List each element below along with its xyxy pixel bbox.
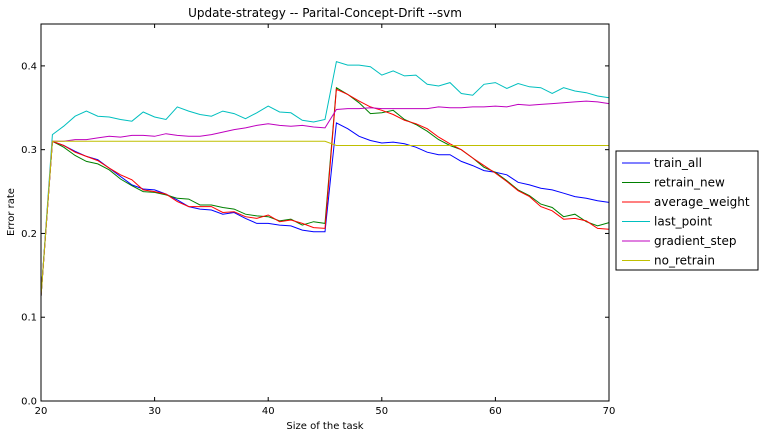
series-line-average-weight (40, 88, 610, 297)
legend: train_all retrain_new average_weight last_p… (615, 150, 759, 271)
series-line-no-retrain (40, 140, 609, 297)
legend-label-train-all: train_all (654, 156, 702, 170)
y-axis-label: Error rate (6, 188, 17, 236)
y-tick-label: 0.0 (21, 397, 37, 408)
plot-frame (40, 23, 610, 402)
series-line-gradient-step (40, 100, 610, 297)
plot-area (40, 61, 610, 297)
series-line-train-all (40, 122, 610, 297)
y-axis: 0.0 0.1 0.2 0.3 0.4 (21, 61, 609, 408)
legend-label-average-weight: average_weight (654, 195, 750, 209)
y-tick-label: 0.1 (21, 313, 37, 324)
legend-label-no-retrain: no_retrain (654, 254, 715, 268)
x-axis: 20 30 40 50 60 70 (35, 24, 616, 417)
legend-label-last-point: last_point (654, 215, 713, 229)
x-tick-label: 60 (489, 406, 502, 417)
x-tick-label: 30 (148, 406, 161, 417)
legend-box (615, 150, 759, 271)
x-tick-label: 50 (375, 406, 388, 417)
y-tick-label: 0.2 (21, 229, 37, 240)
y-tick-label: 0.4 (21, 61, 37, 72)
x-tick-label: 70 (603, 406, 616, 417)
x-axis-label: Size of the task (286, 421, 363, 432)
legend-label-gradient-step: gradient_step (654, 234, 737, 248)
chart-title: Update-strategy -- Parital-Concept-Drift… (188, 6, 462, 20)
x-tick-label: 40 (262, 406, 275, 417)
series-line-last-point (40, 61, 610, 297)
x-tick-label: 20 (35, 406, 48, 417)
legend-label-retrain-new: retrain_new (654, 176, 725, 190)
y-tick-label: 0.3 (21, 145, 37, 156)
